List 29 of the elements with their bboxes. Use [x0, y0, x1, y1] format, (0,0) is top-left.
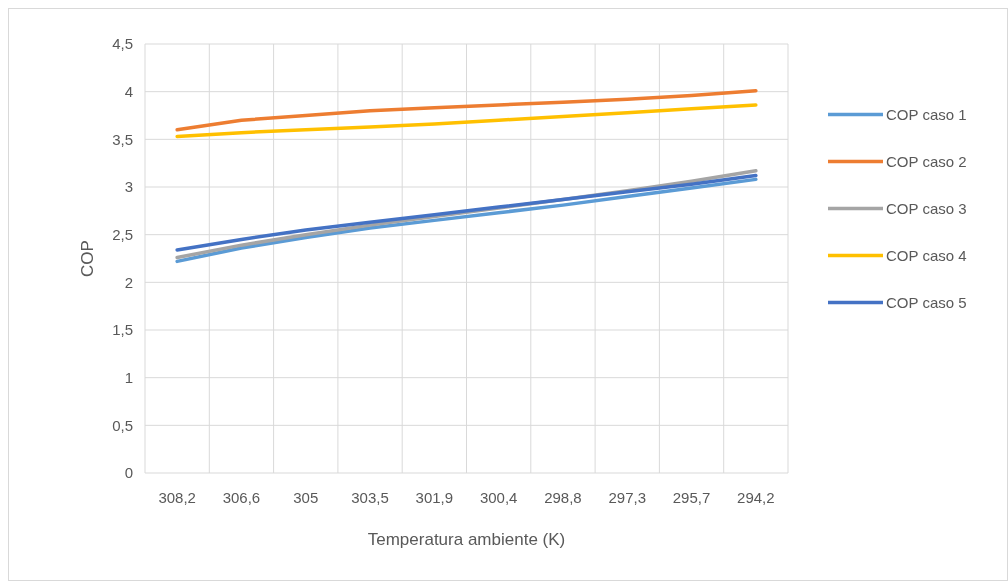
y-tick-label: 0,5 — [112, 416, 133, 434]
x-tick-label: 303,5 — [351, 489, 389, 506]
legend-label: COP caso 4 — [886, 246, 967, 264]
y-tick-label: 4 — [124, 82, 133, 100]
y-tick-label: 0 — [124, 464, 133, 482]
y-tick-label: 1 — [124, 368, 133, 386]
x-tick-label: 306,6 — [222, 489, 261, 506]
legend-label: COP caso 2 — [886, 152, 967, 170]
legend-label: COP caso 5 — [886, 293, 967, 311]
x-tick-label: 298,8 — [544, 489, 582, 506]
x-axis-title: Temperatura ambiente (K) — [367, 530, 566, 549]
line-series — [175, 88, 758, 132]
y-tick-label: 2 — [124, 273, 133, 291]
x-tick-label: 295,7 — [672, 489, 711, 506]
x-tick-label: 297,3 — [608, 489, 647, 506]
line-series — [175, 103, 758, 139]
x-tick-label: 308,2 — [158, 489, 196, 506]
x-tick-label: 294,2 — [737, 489, 775, 506]
x-tick-label: 300,4 — [479, 489, 518, 506]
x-tick-label: 305 — [293, 489, 319, 506]
y-axis-title: COP — [78, 240, 97, 277]
y-tick-label: 3 — [124, 178, 133, 196]
y-tick-label: 3,5 — [112, 130, 133, 148]
y-tick-label: 4,5 — [112, 35, 133, 53]
legend-label: COP caso 1 — [886, 105, 967, 123]
y-tick-label: 2,5 — [112, 225, 133, 243]
y-tick-label: 1,5 — [112, 321, 133, 339]
legend-label: COP caso 3 — [886, 199, 967, 217]
x-tick-label: 301,9 — [415, 489, 454, 506]
